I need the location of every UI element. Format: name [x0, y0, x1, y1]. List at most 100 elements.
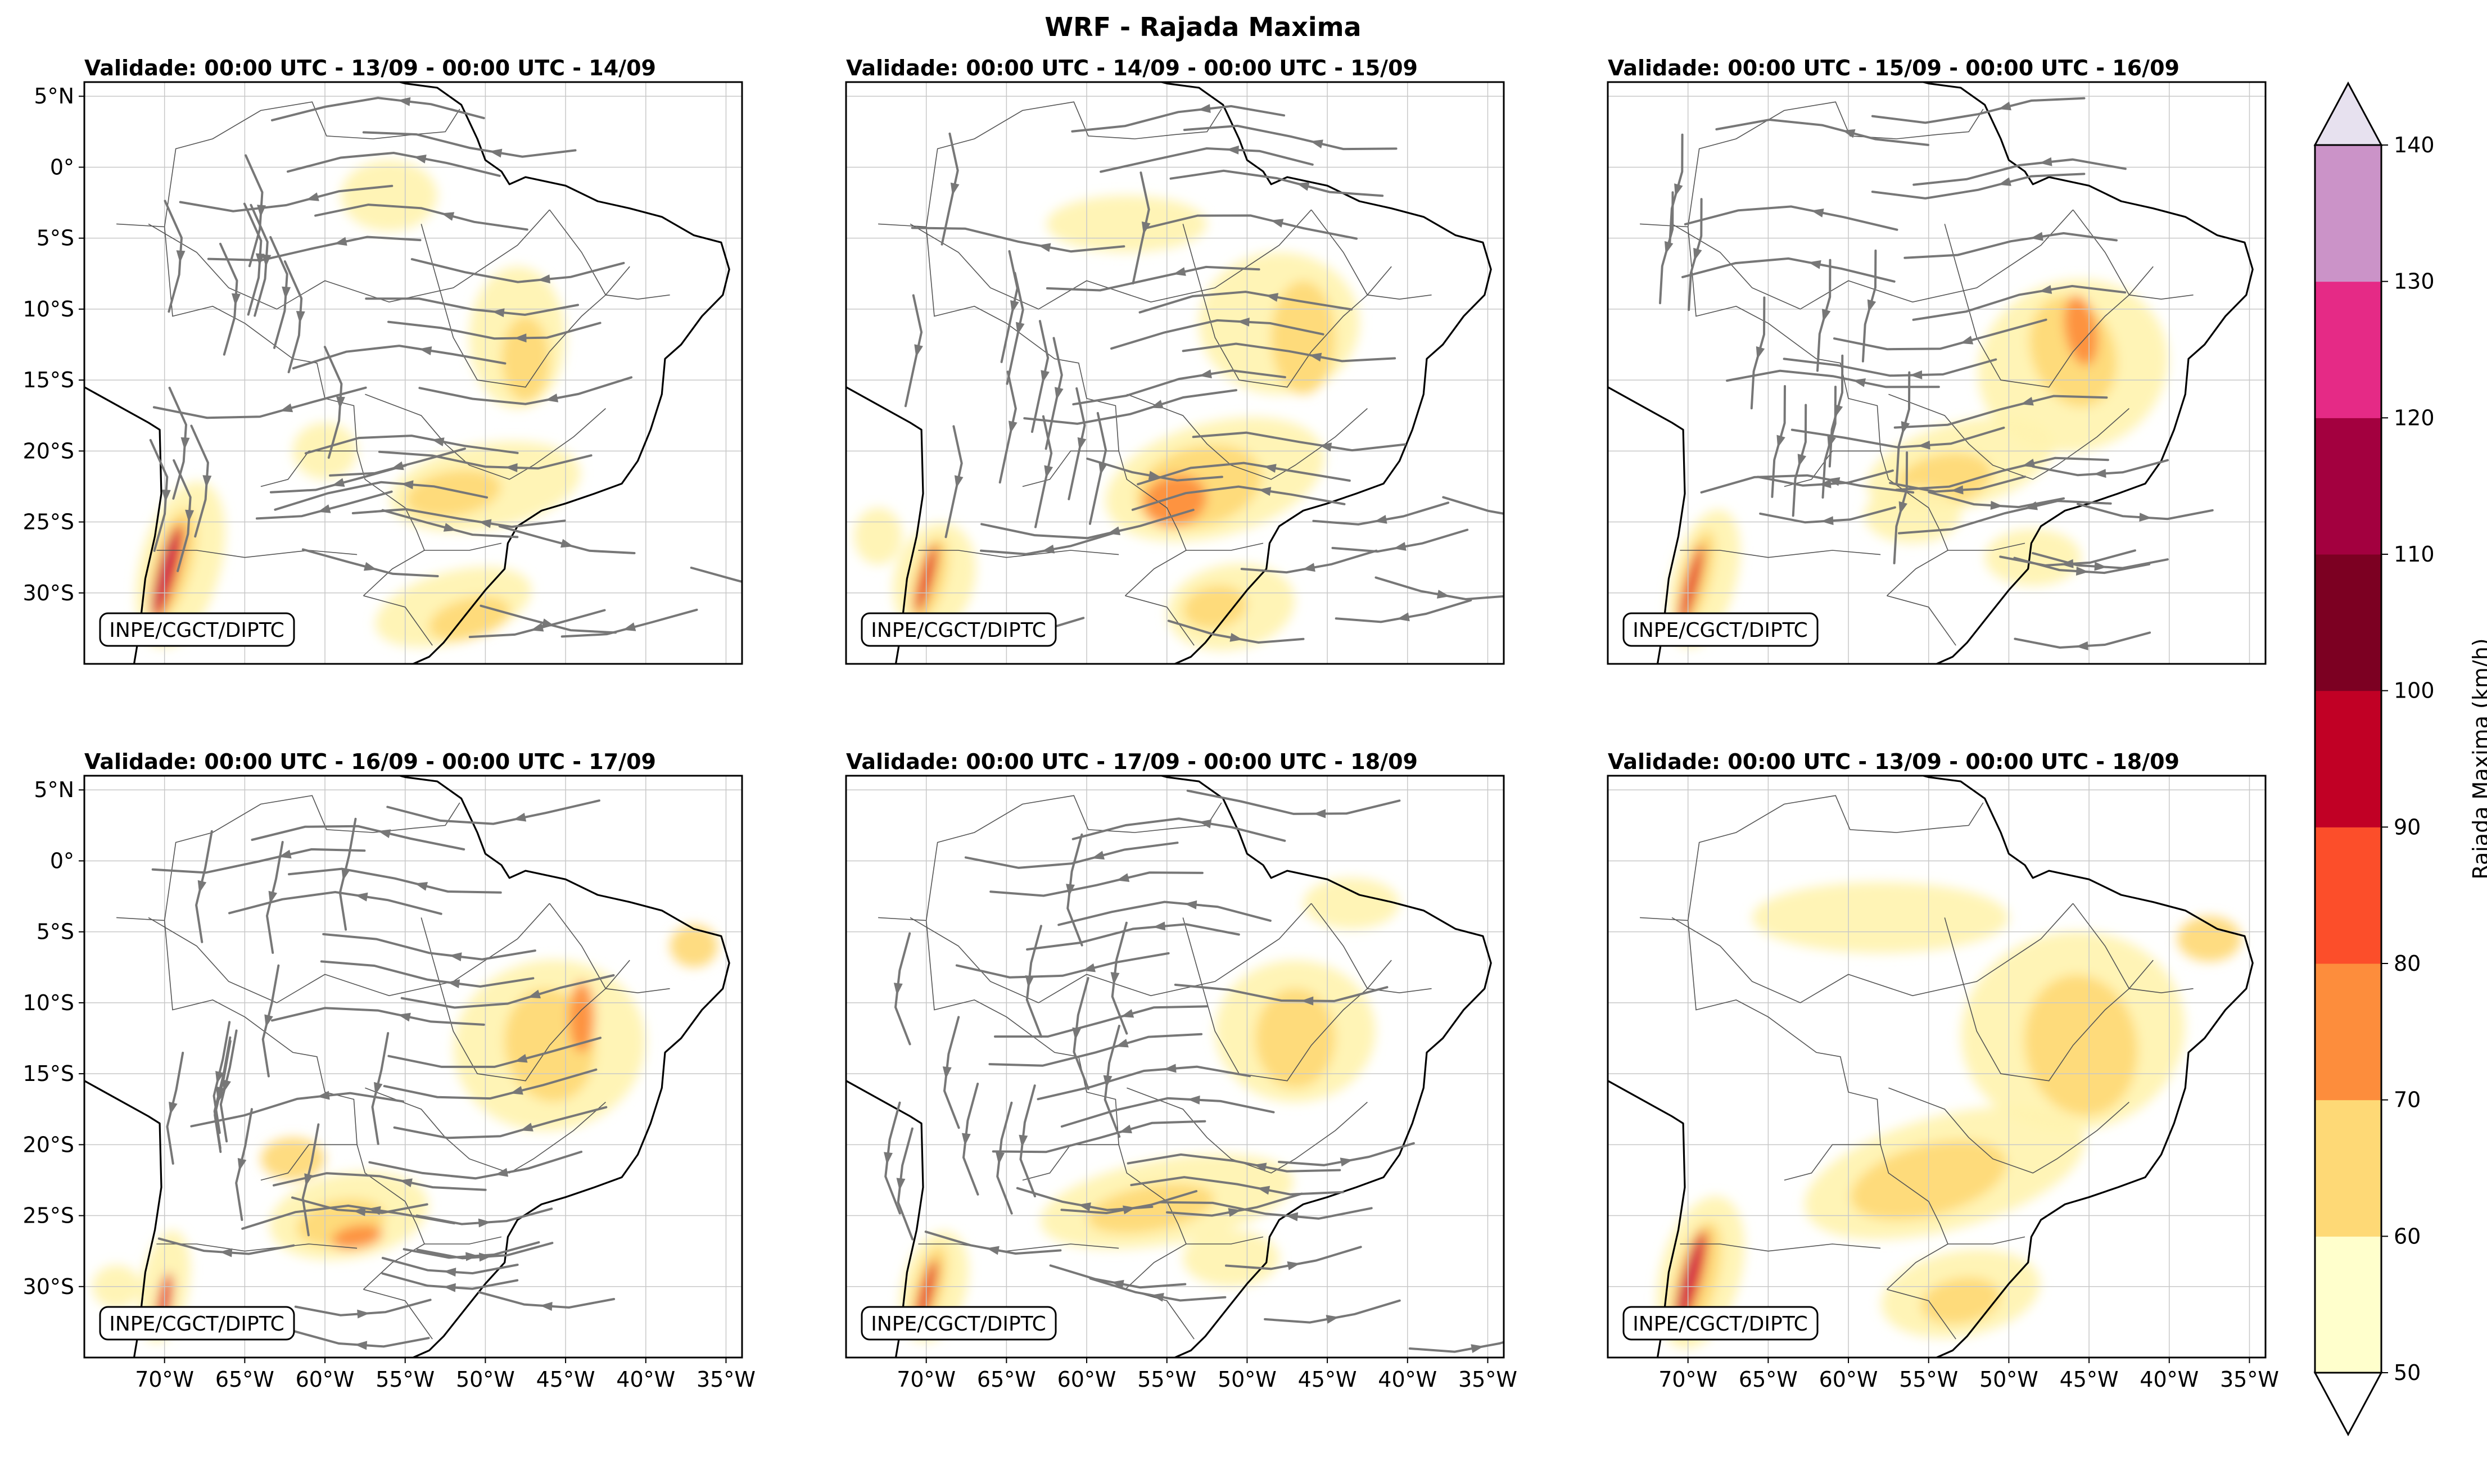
streamline-arrow-icon — [449, 952, 462, 962]
streamline — [1186, 789, 1401, 815]
streamline-arrow-icon — [1270, 219, 1284, 228]
political-border — [1127, 1087, 1368, 1174]
streamline — [911, 227, 1125, 253]
streamline — [1060, 1097, 1275, 1128]
streamline-arrow-icon — [363, 562, 377, 571]
lat-tick-label: 0° — [50, 155, 74, 179]
streamline-arrow-icon — [1951, 485, 1964, 495]
lon-tick-label: 70°W — [897, 1367, 956, 1392]
lon-tick-label: 60°W — [296, 1367, 355, 1392]
streamline — [994, 1005, 1208, 1038]
streamline-arrow-icon — [1226, 145, 1239, 155]
streamline-arrow-icon — [1019, 1134, 1028, 1148]
streamline-arrow-icon — [1822, 309, 1831, 322]
gust-area — [1864, 486, 1961, 544]
gust-area — [1984, 529, 2081, 586]
streamline-arrow-icon — [1471, 1344, 1484, 1353]
streamline-arrow-icon — [1852, 378, 1866, 387]
streamline-arrow-icon — [1184, 900, 1197, 910]
streamline — [365, 297, 579, 316]
colorbar-tick-label: 100 — [2394, 678, 2435, 703]
lon-tick-label: 35°W — [2220, 1367, 2279, 1392]
panel-title: Validade: 00:00 UTC - 17/09 - 00:00 UTC … — [846, 749, 1418, 774]
streamline-arrow-icon — [2075, 641, 2088, 650]
streamline-arrow-icon — [1811, 209, 1824, 218]
political-border — [365, 393, 606, 480]
streamline — [322, 933, 536, 961]
streamline-arrow-icon — [1867, 299, 1876, 313]
atlantic-coastline — [1158, 776, 1492, 1358]
streamline-arrow-icon — [279, 403, 293, 413]
streamline — [207, 236, 422, 262]
streamline — [955, 952, 1170, 979]
streamline — [1871, 97, 2086, 124]
lon-tick-label: 65°W — [1739, 1367, 1798, 1392]
credit-box — [99, 612, 295, 647]
streamline — [410, 258, 625, 283]
streamline — [1071, 105, 1286, 133]
political-border — [1888, 393, 2129, 480]
streamline-arrow-icon — [161, 489, 171, 503]
lon-tick-label: 50°W — [456, 1367, 515, 1392]
political-border — [925, 101, 1222, 227]
streamline — [1174, 983, 1389, 1002]
streamline-arrow-icon — [1187, 1095, 1200, 1105]
streamline — [1110, 319, 1324, 350]
political-border — [1640, 917, 1949, 1290]
streamline — [1783, 358, 1997, 377]
streamline-arrow-icon — [1776, 435, 1785, 448]
streamline-arrow-icon — [1082, 963, 1096, 972]
streamline — [251, 825, 465, 850]
streamline-arrow-icon — [1910, 370, 1923, 379]
colorbar-tick-label: 50 — [2394, 1360, 2421, 1385]
lat-tick-label: 25°S — [23, 510, 74, 535]
colorbar-band — [2315, 690, 2381, 827]
streamline-arrow-icon — [1123, 1205, 1136, 1215]
streamline-arrow-icon — [397, 97, 411, 106]
political-border — [1310, 209, 1432, 300]
gust-area — [1046, 195, 1208, 252]
streamline — [1833, 318, 2047, 351]
streamline-arrow-icon — [2039, 157, 2052, 166]
lat-tick-label: 5°N — [34, 84, 74, 108]
credit-label: INPE/CGCT/DIPTC — [861, 612, 1057, 647]
streamline-arrow-icon — [537, 274, 550, 284]
streamline-arrow-icon — [1374, 515, 1387, 524]
lon-tick-label: 70°W — [1658, 1367, 1717, 1392]
streamline-arrow-icon — [443, 1283, 456, 1292]
streamline-arrow-icon — [1313, 809, 1326, 818]
streamline-arrow-icon — [623, 622, 636, 631]
streamline — [228, 890, 442, 915]
lat-tick-label: 30°S — [23, 1274, 74, 1299]
gust-area — [2177, 916, 2242, 962]
wind-streamlines — [884, 789, 1504, 1353]
streamline-arrow-icon — [378, 829, 391, 838]
streamline-arrow-icon — [185, 509, 195, 523]
colorbar-band — [2315, 281, 2381, 418]
colorbar-tick-label: 140 — [2394, 133, 2435, 157]
wind-streamlines — [149, 97, 742, 639]
streamline-arrow-icon — [1025, 975, 1034, 988]
political-border — [910, 209, 1312, 310]
colorbar-tick-label: 110 — [2394, 542, 2435, 567]
gust-area — [1752, 882, 2009, 953]
political-border — [910, 903, 1312, 1003]
streamline-arrow-icon — [231, 293, 241, 306]
streamline — [362, 131, 577, 158]
streamline-arrow-icon — [1199, 819, 1212, 829]
streamline-arrow-icon — [357, 1309, 370, 1319]
panel-title: Validade: 00:00 UTC - 15/09 - 00:00 UTC … — [1608, 56, 2179, 80]
lon-tick-label: 60°W — [1057, 1367, 1116, 1392]
lat-tick-label: 15°S — [23, 1061, 74, 1086]
political-border — [1887, 595, 1956, 646]
streamline-arrow-icon — [1116, 873, 1130, 882]
streamline-arrow-icon — [399, 1178, 413, 1188]
credit-label: INPE/CGCT/DIPTC — [1622, 1306, 1819, 1341]
panel-frame — [83, 775, 743, 1359]
panel-title: Validade: 00:00 UTC - 13/09 - 00:00 UTC … — [1608, 749, 2179, 774]
political-border — [1127, 393, 1368, 480]
lat-tick-label: 5°S — [37, 920, 74, 944]
streamline-arrow-icon — [1044, 465, 1053, 478]
credit-text: INPE/CGCT/DIPTC — [871, 619, 1046, 642]
streamline-arrow-icon — [447, 979, 460, 989]
